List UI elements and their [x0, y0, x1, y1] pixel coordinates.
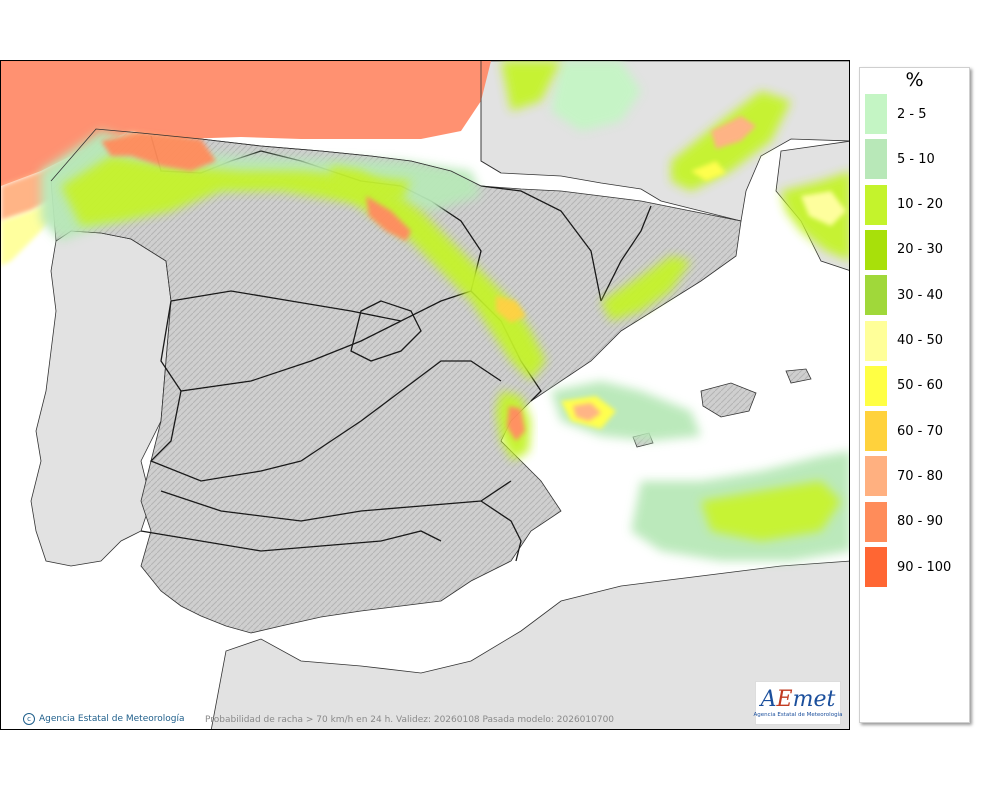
legend-label: 20 - 30: [897, 242, 944, 258]
map-panel: c Agencia Estatal de Meteorología Probab…: [0, 60, 850, 730]
legend-swatch: [865, 139, 887, 180]
legend-swatch: [865, 275, 887, 316]
legend-swatch: [865, 547, 887, 587]
legend-item: 2 - 5: [865, 94, 927, 134]
africa-landmass: [210, 560, 849, 729]
legend-swatch: [865, 365, 887, 406]
logo-mark: AEmet: [760, 686, 836, 712]
map-caption: Probabilidad de racha > 70 km/h en 24 h.…: [205, 715, 615, 725]
aemet-logo: AEmet Agencia Estatal de Meteorología: [753, 681, 843, 725]
probability-overlay: [1, 61, 849, 561]
legend-swatch: [865, 501, 887, 542]
legend-label: 60 - 70: [897, 423, 944, 439]
map-canvas: [1, 61, 849, 729]
legend-label: 5 - 10: [897, 151, 935, 167]
legend-label: 2 - 5: [897, 106, 927, 122]
legend-label: 10 - 20: [897, 197, 944, 213]
legend-label: 80 - 90: [897, 514, 944, 530]
legend-item: 70 - 80: [865, 456, 944, 497]
legend-item: 80 - 90: [865, 501, 944, 542]
legend-swatch: [865, 229, 887, 270]
legend-item: 20 - 30: [865, 229, 944, 270]
probability-legend: % 2 - 5 5 - 10 10 - 20 20 - 30 30 - 40 40 - 5…: [859, 67, 970, 723]
legend-swatch: [865, 184, 887, 225]
legend-swatch: [865, 456, 887, 497]
legend-swatch: [865, 94, 887, 134]
legend-swatch: [865, 320, 887, 361]
legend-unit: %: [905, 69, 924, 91]
legend-label: 40 - 50: [897, 333, 944, 348]
legend-label: 70 - 80: [897, 468, 944, 484]
legend-item: 10 - 20: [865, 184, 944, 225]
legend-item: 90 - 100: [865, 547, 951, 587]
mallorca-landmass: [700, 382, 757, 418]
legend-swatch: [865, 411, 887, 452]
legend-item: 5 - 10: [865, 139, 935, 180]
legend-item: 30 - 40: [865, 275, 944, 316]
copyright-icon: c: [23, 713, 35, 725]
legend-label: 90 - 100: [897, 559, 952, 575]
legend-label: 30 - 40: [897, 287, 944, 303]
legend-label: 50 - 60: [897, 378, 944, 394]
prob-90-north: [1, 61, 491, 186]
menorca-landmass: [785, 368, 812, 384]
logo-subtitle: Agencia Estatal de Meteorología: [753, 711, 843, 718]
legend-item: 60 - 70: [865, 411, 944, 452]
legend-item: 50 - 60: [865, 365, 944, 406]
credit-text: Agencia Estatal de Meteorología: [39, 714, 185, 724]
credit-label: c Agencia Estatal de Meteorología: [23, 713, 185, 725]
legend-item: 40 - 50: [865, 320, 944, 361]
